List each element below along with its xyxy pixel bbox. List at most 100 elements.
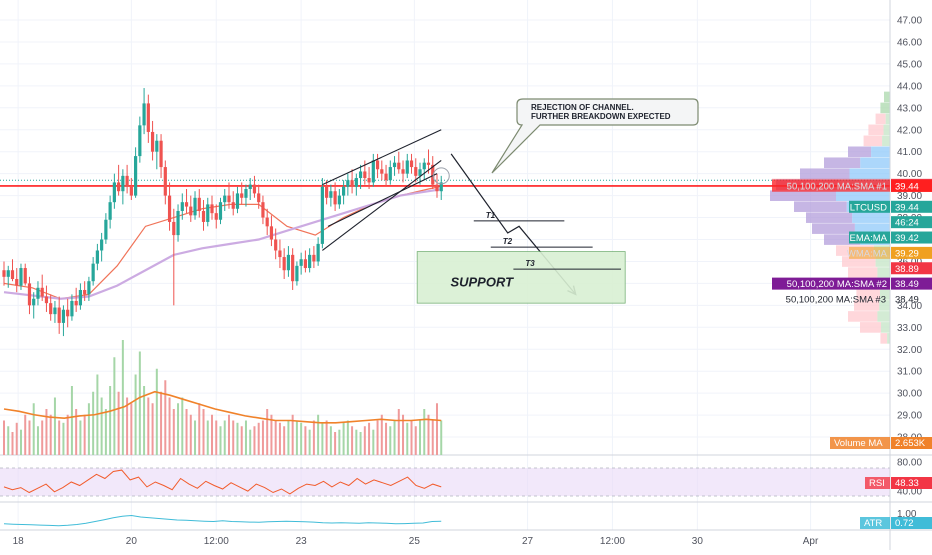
candle-body — [142, 103, 146, 126]
candle-body — [201, 210, 206, 222]
volume-bar — [321, 422, 324, 455]
candle-body — [269, 226, 274, 240]
support-label: SUPPORT — [450, 274, 514, 289]
atr-value-bg — [891, 517, 932, 529]
volume-bar — [147, 397, 150, 455]
channel-mid-line — [327, 173, 438, 227]
price-label-value: 38.49 — [895, 294, 919, 305]
candle-body — [49, 303, 53, 315]
candle-body — [392, 162, 397, 168]
volume-bar — [151, 403, 154, 455]
time-tick-label: Apr — [803, 536, 819, 547]
candle-body — [367, 178, 371, 183]
candle-body — [125, 175, 129, 187]
price-label-name: 50,100,200 MA:SMA #2 — [787, 279, 887, 290]
candle-body — [418, 169, 422, 176]
price-tick-label: 46.00 — [897, 37, 922, 48]
candle-body — [19, 268, 23, 286]
candle-body — [206, 204, 210, 222]
volume-bar — [253, 426, 256, 455]
volume-bar — [363, 426, 366, 455]
volume-bar — [274, 420, 277, 455]
candle-body — [176, 210, 180, 236]
candle-body — [252, 184, 257, 194]
candle-body — [117, 182, 121, 192]
volume-bar — [270, 414, 273, 455]
volume-bar — [419, 420, 422, 455]
volume-ma-name-bg — [830, 437, 890, 449]
volume-bar — [104, 409, 107, 455]
candle-body — [6, 270, 10, 277]
volume-bar — [41, 420, 44, 455]
volume-bar — [359, 432, 362, 455]
candle-body — [320, 186, 324, 244]
rsi-name: RSI — [869, 478, 885, 489]
price-label-value: 39.29 — [895, 248, 919, 259]
volume-bar — [257, 422, 260, 455]
volume-bar — [342, 422, 345, 455]
volume-bar — [130, 403, 133, 455]
price-tick-label: 41.00 — [897, 147, 922, 158]
candle-body — [401, 169, 405, 174]
volume-bar — [325, 420, 328, 455]
volume-ma-name: Volume MA — [834, 438, 883, 449]
candle-body — [426, 162, 431, 165]
rsi-name-bg — [865, 477, 890, 489]
candle-body — [299, 259, 303, 266]
rsi-value: 48.33 — [895, 478, 919, 489]
candle-body — [257, 193, 261, 203]
candle-body — [193, 197, 197, 216]
callout: REJECTION OF CHANNEL.FURTHER BREAKDOWN E… — [491, 98, 699, 174]
target-label: T2 — [503, 237, 513, 246]
price-label-name: 50,100,200 MA:SMA #1 — [787, 181, 887, 192]
candle-body — [66, 309, 70, 317]
rsi-pane — [3, 469, 442, 495]
price-label: 50,100,200 MA:SMA #2 38.49 — [772, 277, 932, 290]
candle-body — [346, 180, 350, 187]
volume-bar — [304, 426, 307, 455]
volume-bar — [168, 397, 171, 455]
candle-body — [78, 289, 83, 306]
volume-profile-bar — [842, 256, 876, 267]
candle-body — [409, 160, 414, 168]
price-label: 50,100,200 MA:SMA #3 38.49 — [786, 294, 919, 305]
volume-bar — [58, 420, 61, 455]
volume-bar — [410, 420, 413, 455]
volume-profile-bar — [863, 135, 883, 147]
price-label: LTCUSD 39.44 — [849, 200, 932, 213]
chart-drawings[interactable]: SUPPORT T1 T2 T3 REJECTION OF CHANNEL.FURTHE… — [322, 98, 699, 304]
price-label: EMA:MA 39.42 — [849, 231, 932, 244]
candle-body — [388, 167, 392, 181]
volume-bar — [372, 429, 375, 455]
volume-bar — [317, 414, 320, 455]
candle-body — [184, 202, 189, 207]
volume-bar — [7, 426, 10, 455]
volume-bar — [368, 422, 371, 455]
candle-body — [316, 243, 320, 262]
callout-line-1: REJECTION OF CHANNEL. — [531, 103, 634, 112]
volume-bar — [427, 414, 430, 455]
candle-body — [342, 186, 346, 196]
price-label-name-bg — [849, 200, 890, 213]
candle-body — [155, 140, 159, 152]
candle-body — [286, 254, 291, 271]
candle-body — [214, 213, 218, 220]
volume-profile-bar — [848, 311, 878, 322]
candle-body — [159, 140, 163, 168]
price-tick-label: 40.00 — [897, 169, 922, 180]
price-label-name-bg — [849, 231, 890, 244]
time-axis[interactable]: 18 20 12:00 23 25 27 12:00 30 Apr — [13, 536, 819, 547]
price-label-name: EMA:MA — [850, 233, 888, 244]
volume-profile-bar — [882, 135, 890, 147]
volume-bar — [308, 429, 311, 455]
candle-body — [274, 239, 278, 251]
volume-bar — [15, 422, 18, 455]
candle-body — [375, 160, 380, 170]
volume-profile-bar — [883, 124, 890, 136]
candle-body — [197, 197, 201, 211]
volume-profile-bar — [875, 256, 890, 267]
volume-bar — [155, 368, 158, 455]
volume-profile-bar — [800, 168, 850, 180]
